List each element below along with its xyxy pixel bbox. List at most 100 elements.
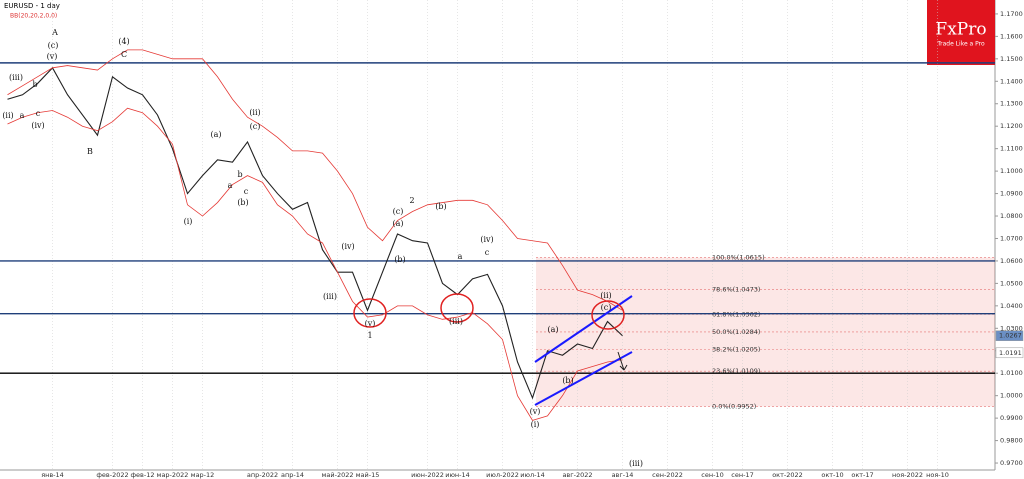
wave-label: C [121, 50, 127, 59]
wave-label: (i) [184, 217, 193, 226]
wave-label: (ii) [2, 111, 13, 120]
chart-title: EURUSD - 1 day [4, 2, 60, 10]
wave-label: (iii) [449, 317, 463, 326]
wave-label: B [87, 147, 93, 156]
x-tick-label: апр-2022 [247, 471, 278, 479]
y-tick-label: 1.1600 [1000, 32, 1023, 40]
wave-label: (v) [530, 407, 541, 416]
logo-box [927, 0, 995, 65]
y-tick-label: 1.1300 [1000, 100, 1023, 108]
price-line [7, 66, 623, 400]
y-tick-label: 1.1700 [1000, 10, 1023, 18]
x-tick-label: янв-14 [41, 471, 64, 479]
wave-label: (iv) [480, 235, 493, 244]
x-tick-label: фев-2022 [96, 471, 128, 479]
x-tick-label: окт-10 [821, 471, 843, 479]
highlight-circle [440, 293, 474, 323]
logo-tagline: Trade Like a Pro [936, 41, 985, 48]
x-tick-label: ноя-10 [926, 471, 949, 479]
channel-line [534, 351, 633, 406]
fib-label: 23.6%(1.0109) [712, 367, 760, 375]
x-tick-label: ноя-2022 [892, 471, 923, 479]
channel-line [534, 295, 633, 363]
wave-label: (a) [210, 130, 221, 139]
x-tick-label: сен-17 [731, 471, 753, 479]
wave-label: 1 [367, 331, 372, 340]
x-tick-label: мар-12 [191, 471, 215, 479]
y-tick-label: 1.0900 [1000, 190, 1023, 198]
x-tick-label: сен-10 [701, 471, 723, 479]
x-tick-label: июл-2022 [486, 471, 519, 479]
wave-label: c [244, 187, 249, 196]
price-tag-label: 1.0191 [999, 349, 1022, 357]
x-tick-label: май-2022 [322, 471, 354, 479]
wave-label: (b) [562, 376, 573, 385]
wave-label: a [20, 111, 25, 120]
y-tick-label: 1.0500 [1000, 279, 1023, 287]
wave-label: a [228, 181, 233, 190]
wave-label: (c) [601, 303, 612, 312]
wave-label: (a) [547, 325, 558, 334]
x-tick-label: окт-17 [851, 471, 873, 479]
y-tick-label: 0.9900 [1000, 414, 1023, 422]
fib-label: 50.0%(1.0284) [712, 328, 760, 336]
wave-label: A [51, 28, 58, 37]
highlight-circle [353, 298, 387, 328]
y-tick-label: 1.1000 [1000, 167, 1023, 175]
wave-label: (iii) [9, 73, 23, 82]
wave-label: c [36, 109, 41, 118]
fib-label: 78.6%(1.0473) [712, 285, 760, 293]
y-tick-label: 0.9700 [1000, 459, 1023, 467]
x-tick-label: апр-14 [281, 471, 304, 479]
wave-label: (b) [435, 202, 446, 211]
wave-label: (iv) [31, 121, 44, 130]
wave-label: a [458, 252, 463, 261]
y-tick-label: 1.0600 [1000, 257, 1023, 265]
arrow [617, 351, 628, 371]
x-tick-label: окт-2022 [772, 471, 803, 479]
y-tick-label: 1.0400 [1000, 302, 1023, 310]
price-tag [995, 347, 1024, 359]
wave-label: 2 [409, 196, 414, 205]
wave-label: (iii) [629, 459, 643, 468]
wave-label: b [32, 80, 37, 89]
y-tick-label: 1.0700 [1000, 234, 1023, 242]
wave-label: (v) [365, 319, 376, 328]
x-tick-label: авг-2022 [562, 471, 592, 479]
wave-label: b [237, 170, 242, 179]
wave-label: (ii) [600, 291, 611, 300]
y-tick-label: 1.0100 [1000, 369, 1023, 377]
y-tick-label: 1.0800 [1000, 212, 1023, 220]
fib-label: 38.2%(1.0205) [712, 346, 760, 354]
x-tick-label: авг-14 [612, 471, 634, 479]
wave-label: (4) [118, 37, 129, 46]
wave-label: (ii) [249, 108, 260, 117]
x-tick-label: фев-12 [130, 471, 154, 479]
y-tick-label: 1.1200 [1000, 122, 1023, 130]
bollinger-band [7, 49, 623, 311]
price-tag-label: 1.0267 [999, 332, 1022, 340]
wave-label: (iii) [323, 292, 337, 301]
wave-label: (c) [48, 41, 59, 50]
x-tick-label: сен-2022 [652, 471, 683, 479]
wave-label: (b) [394, 255, 405, 264]
wave-label: (a) [392, 219, 403, 228]
wave-label: (i) [531, 420, 540, 429]
bollinger-band [7, 107, 623, 421]
x-tick-label: июн-2022 [411, 471, 444, 479]
price-tag [995, 330, 1024, 341]
x-tick-label: июл-14 [520, 471, 544, 479]
y-tick-label: 1.1400 [1000, 77, 1023, 85]
wave-label: (iv) [341, 242, 354, 251]
y-tick-label: 1.0000 [1000, 392, 1023, 400]
highlight-circle [591, 300, 625, 330]
wave-label: (b) [237, 198, 248, 207]
indicator-label: BB(20,20,2,0,0) [10, 13, 57, 20]
y-tick-label: 0.9800 [1000, 437, 1023, 445]
y-tick-label: 1.1500 [1000, 55, 1023, 63]
x-tick-label: май-15 [356, 471, 380, 479]
fib-label: 0.0%(0.9952) [712, 402, 756, 410]
y-tick-label: 1.0300 [1000, 324, 1023, 332]
fib-label: 100.0%(1.0615) [712, 254, 765, 262]
x-tick-label: июн-14 [445, 471, 470, 479]
